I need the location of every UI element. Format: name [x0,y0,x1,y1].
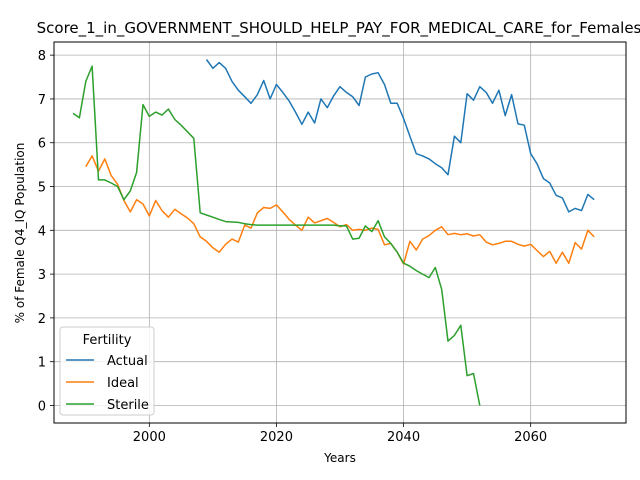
x-tick-label: 2060 [514,430,547,445]
legend-entries: Actual Ideal Sterile [66,354,149,413]
y-tick-label: 4 [38,224,46,239]
y-tick-label: 3 [38,268,46,283]
legend-label-ideal: Ideal [107,376,139,391]
legend-box [59,326,155,416]
legend-label-sterile: Sterile [107,398,149,413]
y-tick-label: 2 [38,312,46,327]
grid [54,42,626,423]
legend: Fertility Actual Ideal Sterile [59,326,155,416]
x-axis-label: Years [323,451,356,465]
series-lines [72,59,595,406]
y-tick-label: 6 [38,137,46,152]
plot-frame [53,41,627,424]
x-tick-label: 2040 [387,430,420,445]
y-tick-label: 7 [38,93,46,108]
y-tick-label: 0 [38,399,46,414]
series-line-sterile [72,65,481,406]
chart-title: Score_1_in_GOVERNMENT_SHOULD_HELP_PAY_FO… [37,19,640,38]
series-line-ideal [85,155,595,265]
x-tick-label: 2020 [260,430,293,445]
axis-ticks: 2000 2020 2040 2060 0 1 2 3 4 5 6 7 8 [38,49,547,445]
legend-label-actual: Actual [107,354,148,369]
x-tick-label: 2000 [133,430,166,445]
legend-title: Fertility [83,333,132,348]
y-tick-label: 8 [38,49,46,64]
y-tick-label: 1 [38,356,46,371]
series-line-actual [205,59,595,213]
y-axis-label: % of Female Q4_IQ Population [13,143,27,324]
y-tick-label: 5 [38,181,46,196]
